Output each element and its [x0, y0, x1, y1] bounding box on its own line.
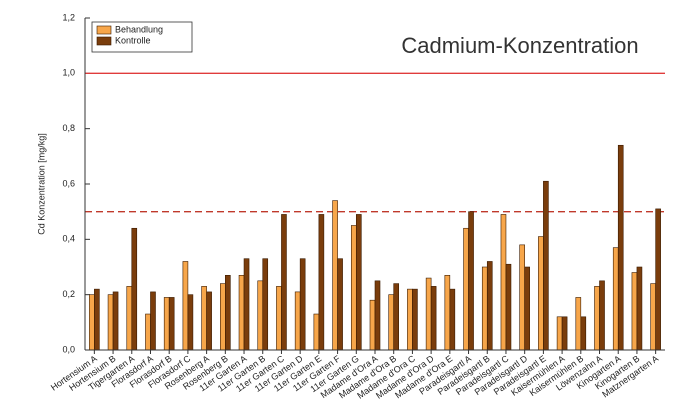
bar	[369, 299, 376, 351]
bar	[407, 288, 413, 351]
bar	[617, 144, 624, 351]
bar	[444, 274, 451, 351]
bar	[505, 263, 512, 351]
bar	[486, 261, 493, 351]
bar	[281, 214, 287, 351]
bar	[449, 288, 456, 351]
bar	[107, 294, 114, 351]
bar	[355, 214, 362, 351]
y-tick-label: 0,0	[62, 344, 75, 354]
bar	[145, 313, 151, 351]
bar	[561, 316, 568, 351]
bar	[500, 214, 507, 351]
bar	[519, 244, 525, 351]
y-axis-label: Cd Konzentration [mg/kg]	[36, 133, 46, 235]
bar	[388, 294, 395, 351]
bar	[294, 291, 301, 351]
y-tick-label: 0,2	[62, 289, 75, 299]
bar	[332, 200, 338, 351]
bar	[262, 258, 269, 351]
bar	[631, 272, 638, 351]
legend-label: Kontrolle	[115, 35, 151, 45]
bar	[650, 283, 656, 351]
bar	[612, 247, 619, 351]
bar	[163, 297, 170, 351]
bar	[299, 258, 306, 351]
bar	[318, 214, 325, 351]
bar	[225, 274, 231, 351]
bar	[524, 266, 530, 351]
bar	[112, 291, 119, 351]
bar	[337, 258, 343, 351]
y-tick-label: 1,2	[62, 12, 75, 22]
bar	[182, 261, 189, 351]
bar	[594, 286, 600, 351]
bar	[599, 280, 605, 351]
bar	[238, 274, 245, 351]
bar	[313, 313, 320, 351]
bar	[425, 277, 432, 351]
bar	[538, 236, 544, 351]
y-tick-label: 0,6	[62, 178, 75, 188]
bar	[350, 225, 357, 351]
bar	[556, 316, 563, 351]
bar	[94, 288, 100, 351]
bar	[374, 280, 381, 351]
bar	[276, 286, 282, 351]
bar	[468, 211, 474, 351]
bar	[220, 283, 226, 351]
bar	[206, 291, 212, 351]
bar	[412, 288, 418, 351]
bar	[150, 291, 156, 351]
bar	[463, 227, 469, 351]
bar	[168, 297, 175, 351]
bar	[243, 258, 250, 351]
bar	[430, 286, 437, 351]
bar	[201, 286, 207, 351]
y-tick-label: 0,8	[62, 123, 75, 133]
bar	[131, 227, 138, 351]
bar	[655, 208, 661, 351]
bar	[580, 316, 587, 351]
bar	[187, 294, 194, 351]
legend-label: Behandlung	[115, 24, 163, 34]
bar	[575, 297, 582, 351]
bar	[481, 266, 488, 351]
bar	[543, 180, 549, 351]
bar	[393, 283, 400, 351]
bar	[89, 294, 95, 351]
bar	[257, 280, 264, 351]
y-tick-label: 1,0	[62, 68, 75, 78]
y-tick-label: 0,4	[62, 234, 75, 244]
legend-swatch	[96, 25, 112, 35]
bar	[126, 286, 133, 351]
legend-swatch	[96, 36, 112, 46]
chart-title: Cadmium-Konzentration	[401, 33, 638, 58]
bar	[636, 266, 643, 351]
